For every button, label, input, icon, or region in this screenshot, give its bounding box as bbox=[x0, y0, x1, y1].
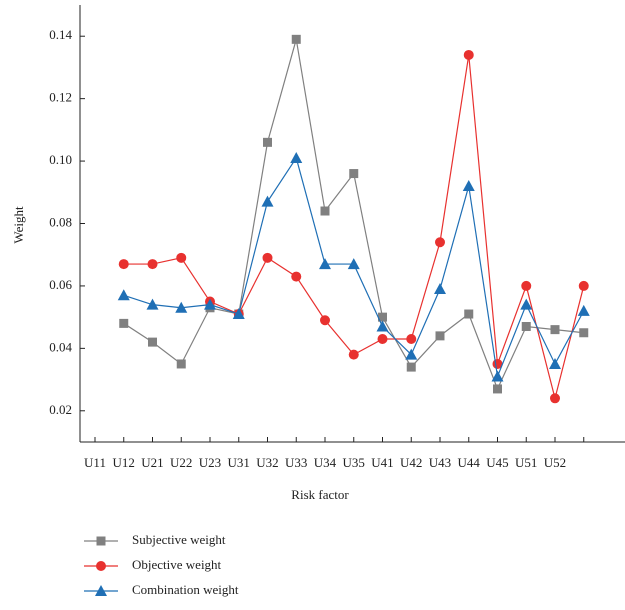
x-tick-label: U35 bbox=[343, 455, 365, 470]
y-tick-label: 0.14 bbox=[49, 27, 72, 42]
point bbox=[491, 370, 504, 382]
y-tick-label: 0.12 bbox=[49, 90, 72, 105]
x-tick-label: U22 bbox=[170, 455, 192, 470]
point bbox=[521, 322, 531, 332]
point bbox=[434, 283, 446, 295]
point bbox=[349, 169, 359, 179]
point bbox=[261, 195, 274, 207]
y-tick-label: 0.02 bbox=[49, 402, 72, 417]
x-tick-label: U23 bbox=[199, 455, 221, 470]
x-tick-label: U21 bbox=[141, 455, 163, 470]
legend-marker bbox=[96, 536, 106, 546]
point bbox=[148, 337, 157, 347]
y-tick-label: 0.06 bbox=[49, 277, 72, 292]
x-tick-label: U32 bbox=[256, 455, 278, 470]
legend-label: Objective weight bbox=[132, 557, 222, 572]
point bbox=[204, 298, 216, 310]
series-line bbox=[123, 54, 585, 399]
point bbox=[290, 151, 303, 163]
point bbox=[549, 357, 561, 369]
point bbox=[405, 348, 418, 360]
point bbox=[521, 280, 532, 291]
x-tick-label: U44 bbox=[458, 455, 481, 470]
point bbox=[577, 304, 590, 316]
point bbox=[520, 298, 533, 310]
y-tick-label: 0.10 bbox=[49, 152, 72, 167]
y-axis-label: Weight bbox=[11, 206, 26, 244]
point bbox=[406, 333, 417, 344]
point bbox=[347, 258, 360, 270]
legend-marker bbox=[95, 585, 107, 596]
point bbox=[578, 280, 589, 291]
point bbox=[147, 259, 158, 270]
point bbox=[262, 252, 273, 263]
x-tick-label: U33 bbox=[285, 455, 307, 470]
point bbox=[462, 180, 475, 192]
point bbox=[232, 308, 245, 320]
point bbox=[146, 298, 159, 310]
point bbox=[319, 258, 331, 270]
point bbox=[435, 237, 445, 248]
point bbox=[463, 49, 474, 60]
point bbox=[493, 384, 502, 394]
legend-label: Combination weight bbox=[132, 582, 239, 597]
point bbox=[435, 331, 445, 341]
point bbox=[406, 362, 416, 372]
y-tick-label: 0.04 bbox=[49, 339, 72, 354]
x-tick-label: U52 bbox=[544, 455, 566, 470]
x-tick-label: U42 bbox=[400, 455, 422, 470]
legend-label: Subjective weight bbox=[132, 532, 226, 547]
x-axis-label: Risk factor bbox=[291, 487, 349, 502]
point bbox=[579, 328, 589, 338]
series-line bbox=[123, 39, 584, 391]
point bbox=[550, 393, 560, 404]
point bbox=[464, 309, 474, 319]
point bbox=[117, 289, 130, 301]
point bbox=[118, 259, 129, 270]
point bbox=[176, 359, 186, 369]
point bbox=[263, 137, 272, 147]
legend-marker bbox=[96, 561, 106, 571]
point bbox=[291, 271, 302, 282]
x-tick-label: U11 bbox=[84, 455, 106, 470]
x-tick-label: U43 bbox=[429, 455, 451, 470]
point bbox=[119, 318, 129, 328]
y-tick-label: 0.08 bbox=[49, 214, 72, 229]
point bbox=[550, 325, 560, 335]
point bbox=[175, 301, 188, 313]
point bbox=[176, 252, 187, 263]
point bbox=[348, 349, 359, 360]
x-tick-label: U51 bbox=[515, 455, 537, 470]
point bbox=[320, 206, 330, 216]
x-tick-label: U31 bbox=[228, 455, 250, 470]
point bbox=[377, 333, 388, 344]
point bbox=[291, 34, 301, 44]
x-tick-label: U41 bbox=[371, 455, 393, 470]
point bbox=[378, 312, 387, 322]
point bbox=[376, 320, 389, 332]
point bbox=[320, 315, 330, 326]
x-tick-label: U45 bbox=[486, 455, 508, 470]
x-tick-label: U34 bbox=[314, 455, 337, 470]
x-tick-label: U12 bbox=[113, 455, 135, 470]
